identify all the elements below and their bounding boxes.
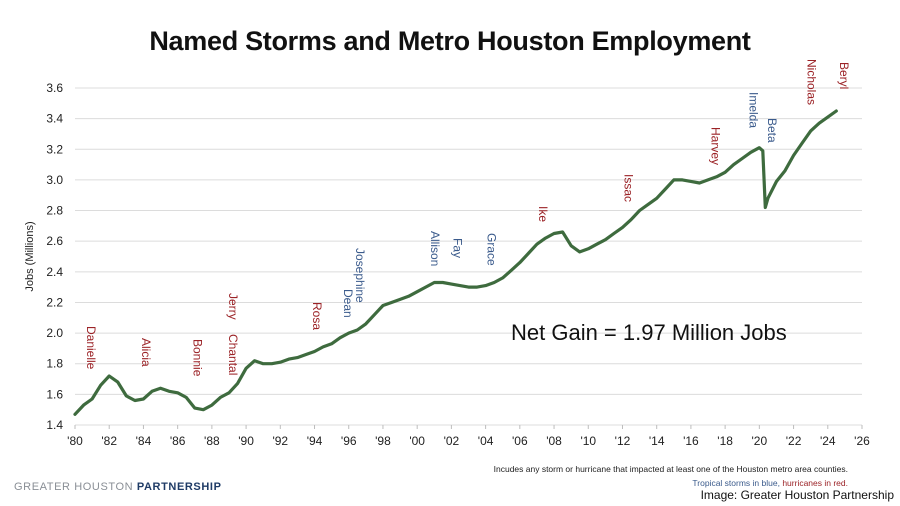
x-tick-label: '20 xyxy=(752,434,768,448)
storm-label-imelda: Imelda xyxy=(746,92,760,128)
footnote: Incudes any storm or hurricane that impa… xyxy=(494,462,848,490)
y-tick-label: 2.4 xyxy=(46,265,63,279)
x-tick-label: '98 xyxy=(375,434,391,448)
y-tick-label: 2.2 xyxy=(46,295,63,309)
footnote-line-1: Incudes any storm or hurricane that impa… xyxy=(493,464,848,474)
x-tick-label: '26 xyxy=(854,434,870,448)
grid-layer xyxy=(75,87,862,426)
storm-labels: Danielle Alicia Bonnie Jerry Chantal Rosa Dean… xyxy=(84,59,851,377)
x-tick-label: '02 xyxy=(444,434,460,448)
storm-label-rosa: Rosa xyxy=(310,302,324,330)
x-tick-label: '04 xyxy=(478,434,494,448)
x-tick-label: '18 xyxy=(717,434,733,448)
x-tick-label: '96 xyxy=(341,434,357,448)
y-tick-label: 3.4 xyxy=(46,112,63,126)
y-tick-label: 3.2 xyxy=(46,142,63,156)
net-gain-annotation: Net Gain = 1.97 Million Jobs xyxy=(511,320,787,345)
x-tick-label: '88 xyxy=(204,434,220,448)
x-tick-label: '06 xyxy=(512,434,528,448)
x-tick-label: '82 xyxy=(101,434,117,448)
y-tick-label: 1.4 xyxy=(46,418,63,432)
storm-label-grace: Grace xyxy=(485,233,499,266)
y-tick-label: 1.6 xyxy=(46,387,63,401)
storm-label-beryl: Beryl xyxy=(837,62,851,89)
x-tick-label: '08 xyxy=(546,434,562,448)
x-tick-label: '10 xyxy=(580,434,596,448)
chart-title: Named Storms and Metro Houston Employmen… xyxy=(149,26,751,56)
footnote-line-2: Tropical storms in blue, hurricanes in r… xyxy=(494,476,848,490)
footnote-tropical-note: Tropical storms in blue, xyxy=(692,478,780,488)
storm-label-ike: Ike xyxy=(536,206,550,222)
axis-layer: 1.4 1.6 1.8 2.0 2.2 2.4 2.6 2.8 3.0 3.2 3.4 3.6 '80 '… xyxy=(24,81,870,448)
storm-label-issac: Issac xyxy=(621,174,635,202)
series-layer xyxy=(73,109,838,416)
x-tick-label: '94 xyxy=(307,434,323,448)
x-tick-label: '14 xyxy=(649,434,665,448)
y-tick-label: 2.6 xyxy=(46,234,63,248)
x-tick-label: '22 xyxy=(786,434,802,448)
y-tick-label: 3.0 xyxy=(46,173,63,187)
x-tick-label: '12 xyxy=(615,434,631,448)
storm-label-danielle: Danielle xyxy=(84,326,98,370)
partnership-logo: GREATER HOUSTON PARTNERSHIP xyxy=(14,481,222,493)
storm-label-josephine: Josephine xyxy=(353,248,367,303)
x-tick-label: '00 xyxy=(409,434,425,448)
image-credit: Image: Greater Houston Partnership xyxy=(700,488,894,502)
storm-label-jerry: Jerry xyxy=(226,293,240,320)
storm-label-nicholas: Nicholas xyxy=(805,59,819,105)
x-tick-label: '90 xyxy=(238,434,254,448)
storm-label-bonnie: Bonnie xyxy=(190,339,204,377)
storm-label-harvey: Harvey xyxy=(709,127,723,165)
x-tick-label: '84 xyxy=(136,434,152,448)
y-tick-label: 3.6 xyxy=(46,81,63,95)
storm-label-dean: Dean xyxy=(341,289,355,318)
storm-label-fay: Fay xyxy=(450,238,464,258)
y-tick-label: 2.8 xyxy=(46,204,63,218)
x-tick-label: '24 xyxy=(820,434,836,448)
storm-label-chantal: Chantal xyxy=(226,334,240,375)
x-tick-label: '16 xyxy=(683,434,699,448)
x-tick-label: '92 xyxy=(272,434,288,448)
logo-text-strong: PARTNERSHIP xyxy=(136,481,222,493)
y-tick-label: 2.0 xyxy=(46,326,63,340)
logo-text-light: GREATER HOUSTON xyxy=(14,481,134,493)
storm-label-alicia: Alicia xyxy=(139,338,153,367)
employment-series-line xyxy=(73,109,838,416)
storm-label-allison: Allison xyxy=(428,231,442,266)
y-tick-label: 1.8 xyxy=(46,357,63,371)
footnote-hurricane-note: hurricanes in red. xyxy=(782,478,848,488)
y-axis-label: Jobs (Millions) xyxy=(24,221,36,291)
storm-label-beta: Beta xyxy=(765,118,779,143)
x-tick-label: '86 xyxy=(170,434,186,448)
x-tick-label: '80 xyxy=(67,434,83,448)
